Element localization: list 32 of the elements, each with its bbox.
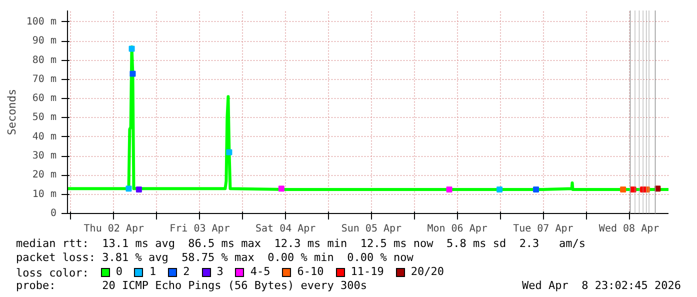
x-tick-label: Sat 04 Apr <box>256 224 316 234</box>
text: packet loss: 3.81 % avg 58.75 % max 0.00 % min 0.00 % now <box>16 251 414 265</box>
y-tick-label: 70 m <box>32 74 57 85</box>
y-tick-label: 80 m <box>32 54 57 66</box>
y-tick-label: 30 m <box>32 150 57 162</box>
x-tick-label: Thu 02 Apr <box>84 224 144 234</box>
y-tick-label: 10 m <box>32 188 57 200</box>
legend-label: 4-5 <box>250 265 270 279</box>
x-tick-label: Mon 06 Apr <box>427 224 488 234</box>
y-tick-label: 90 m <box>32 36 57 47</box>
x-tick-label: Tue 07 Apr <box>513 224 574 234</box>
legend-title: loss color: <box>16 266 89 280</box>
legend-label: 1 <box>149 265 156 279</box>
y-axis-title: Seconds <box>5 88 18 136</box>
legend-label: 6-10 <box>297 265 324 279</box>
x-tick-label: Wed 08 Apr <box>598 224 660 234</box>
text: median rtt: 13.1 ms avg 86.5 ms max 12.3 ms min 12.5 ms now 5.8 ms sd 2.3 am/s <box>16 237 587 251</box>
legend-label: 0 <box>116 265 122 279</box>
y-tick-label: 0 <box>50 208 57 219</box>
text: probe: 20 ICMP Echo Pings (56 Bytes) every 300s <box>16 279 367 293</box>
legend-label: 2 <box>183 265 190 279</box>
y-tick-label: 50 m <box>32 112 57 124</box>
x-tick-label: Sun 05 Apr <box>341 224 402 234</box>
y-tick-label: 100 m <box>26 16 57 28</box>
y-tick-label: 60 m <box>32 93 57 104</box>
legend-label: 3 <box>216 265 224 279</box>
legend-label: 11-19 <box>350 265 384 279</box>
legend-label: 20/20 <box>410 265 444 279</box>
text: Wed Apr 8 23:02:45 2026 <box>522 279 681 293</box>
y-tick-label: 20 m <box>32 170 57 181</box>
x-tick-label: Fri 03 Apr <box>170 224 230 234</box>
y-tick-label: 40 m <box>32 131 57 142</box>
